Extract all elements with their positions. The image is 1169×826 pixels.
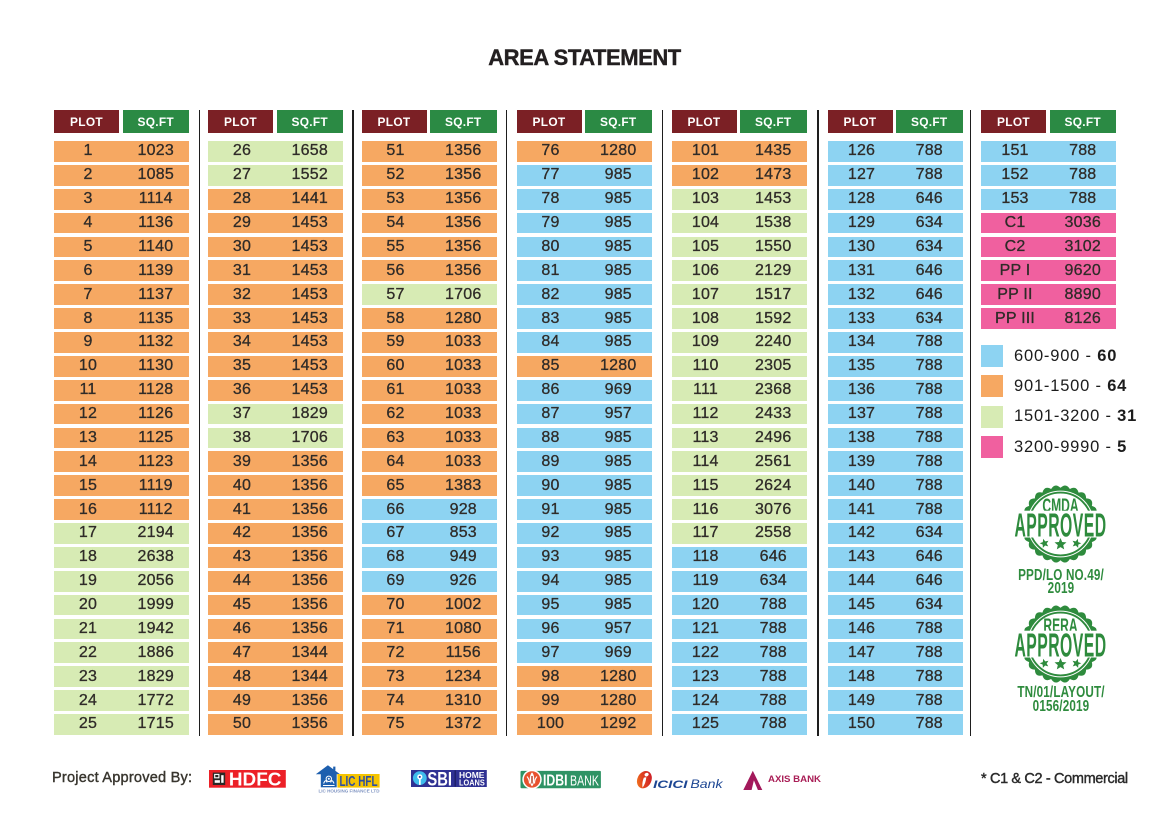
svg-text:APPROVED: APPROVED <box>1014 625 1106 663</box>
svg-text:HDFC: HDFC <box>229 770 282 788</box>
svg-text:Bank: Bank <box>690 779 724 791</box>
svg-text:LIC HFL: LIC HFL <box>340 774 378 790</box>
svg-text:HOME: HOME <box>459 771 485 780</box>
svg-text:APPROVED: APPROVED <box>1014 505 1106 543</box>
svg-text:LOANS: LOANS <box>459 779 485 788</box>
svg-text:IDBI: IDBI <box>543 772 568 789</box>
svg-text:ICICI: ICICI <box>653 779 688 791</box>
svg-text:BANK: BANK <box>570 773 599 789</box>
svg-text:SBI: SBI <box>427 770 452 787</box>
svg-text:LIC HOUSING FINANCE LTD: LIC HOUSING FINANCE LTD <box>319 789 381 794</box>
svg-text:AXIS BANK: AXIS BANK <box>768 774 822 784</box>
